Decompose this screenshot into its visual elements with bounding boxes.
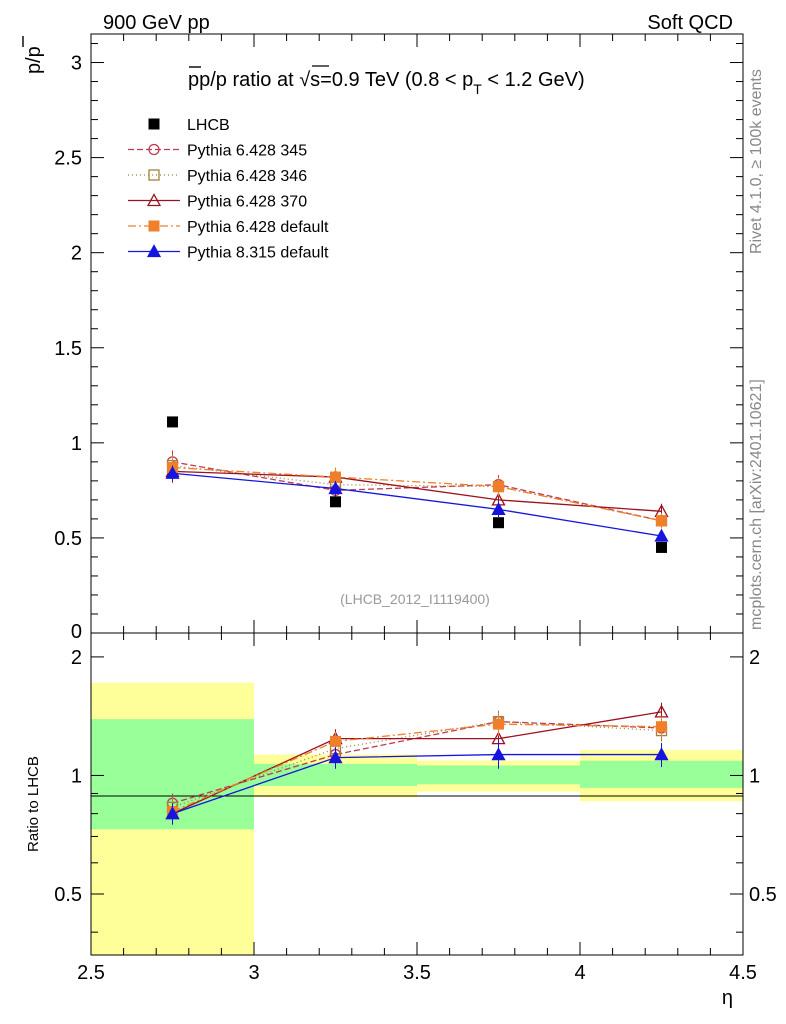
- analysis-id: (LHCB_2012_I1119400): [340, 591, 490, 607]
- legend-label: Pythia 6.428 370: [187, 194, 307, 211]
- svg-text:pp/p ratio at √s=0.9 TeV (0.8: pp/p ratio at √s=0.9 TeV (0.8 < pT < 1.2…: [188, 69, 585, 97]
- header-right: Soft QCD: [647, 12, 733, 34]
- series-point: [656, 515, 667, 527]
- legend-label: Pythia 6.428 346: [187, 168, 307, 185]
- series-line: [172, 466, 662, 522]
- legend-label: Pythia 8.315 default: [187, 245, 329, 262]
- ratio-series-point: [491, 747, 506, 761]
- ratio-band-inner: [254, 763, 417, 787]
- series-point: [330, 471, 341, 483]
- title-pbar: p: [188, 69, 199, 91]
- legend-label-data: LHCB: [187, 117, 230, 134]
- ratio-series-point: [656, 721, 667, 733]
- ratio-y-tick-label-right: 0.5: [749, 884, 777, 906]
- ratio-series-point: [165, 806, 180, 820]
- series-line: [172, 470, 662, 512]
- data-point: [167, 416, 178, 428]
- data-point: [330, 496, 341, 508]
- x-tick-label: 2.5: [77, 962, 105, 984]
- series-point: [328, 481, 343, 495]
- legend-marker: [146, 244, 162, 258]
- data-point: [493, 517, 504, 529]
- y-tick-label: 1: [71, 433, 82, 455]
- legend-label: Pythia 6.428 default: [187, 219, 329, 236]
- legend-marker: [146, 193, 162, 207]
- ratio-y-tick-label: 1: [71, 765, 82, 787]
- ratio-series-point: [493, 718, 504, 730]
- x-tick-label: 4.5: [729, 962, 757, 984]
- legend-marker: [148, 169, 160, 181]
- series-point: [491, 502, 506, 516]
- legend-marker-data: [148, 118, 160, 130]
- series-point: [493, 481, 504, 493]
- x-tick-label: 3.5: [403, 962, 431, 984]
- legend-label: Pythia 6.428 345: [187, 143, 307, 160]
- ratio-y-tick-label-right: 1: [749, 765, 760, 787]
- series-point: [654, 528, 669, 542]
- ratio-series-point: [330, 735, 341, 747]
- ratio-y-tick-label-right: 2: [749, 647, 760, 669]
- y-axis-label: p/p: [22, 36, 45, 74]
- ratio-series-point: [328, 750, 343, 764]
- ratio-band-inner: [417, 765, 580, 785]
- ratio-series-point: [654, 747, 669, 761]
- y-tick-label: 2.5: [54, 148, 82, 170]
- chart-title: pp/p ratio at √s=0.9 TeV (0.8 < pT < 1.2…: [188, 65, 585, 97]
- y-tick-label-zero: 0: [71, 621, 82, 643]
- svg-text:p/p: p/p: [23, 46, 45, 74]
- ratio-y-axis-label: Ratio to LHCB: [25, 756, 42, 852]
- series-line: [172, 461, 662, 522]
- side-label-mcplots: mcplots.cern.ch [arXiv:2401.10621]: [748, 379, 765, 630]
- y-tick-label: 2: [71, 243, 82, 265]
- x-tick-label: 4: [574, 962, 585, 984]
- series-point: [165, 465, 180, 479]
- title-sqrt: √: [299, 69, 310, 91]
- x-tick-label: 3: [248, 962, 259, 984]
- series-line: [172, 472, 662, 537]
- data-point: [656, 541, 667, 553]
- y-tick-label: 1.5: [54, 338, 82, 360]
- y-tick-label: 0.5: [54, 528, 82, 550]
- x-axis-label: η: [722, 987, 733, 1009]
- ratio-series-line: [172, 753, 662, 815]
- legend-marker: [148, 143, 160, 156]
- legend-marker: [148, 220, 160, 232]
- legend: LHCB Pythia 6.428 345 Pythia 6.428 346 Pyth…: [128, 117, 329, 262]
- ratio-series-line: [172, 723, 662, 813]
- ratio-y-tick-label: 2: [71, 647, 82, 669]
- side-label-rivet: Rivet 4.1.0, ≥ 100k events: [748, 69, 765, 254]
- header-left: 900 GeV pp: [103, 12, 210, 34]
- ratio-y-tick-label: 0.5: [54, 884, 82, 906]
- ratio-series-line: [172, 720, 662, 808]
- y-tick-label: 3: [71, 53, 82, 75]
